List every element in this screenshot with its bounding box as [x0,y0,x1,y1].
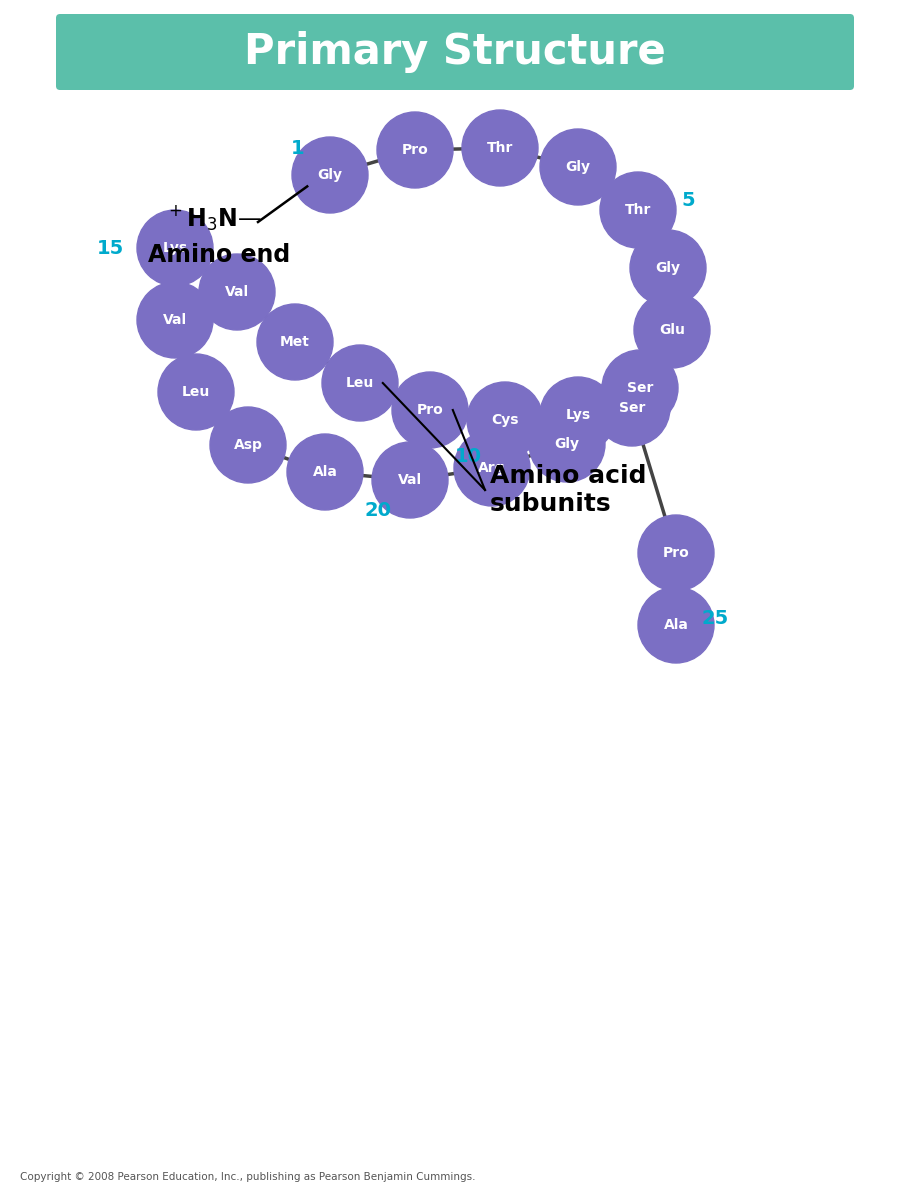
Text: Lys: Lys [162,241,188,254]
Circle shape [158,354,234,430]
Text: Val: Val [225,284,249,299]
Text: Gly: Gly [318,168,343,182]
Text: Amino end: Amino end [148,242,290,266]
Text: 15: 15 [97,239,124,258]
FancyBboxPatch shape [56,14,854,90]
Circle shape [634,292,710,368]
Text: $^+$H$_3$N—: $^+$H$_3$N— [165,203,262,233]
Text: Pro: Pro [663,546,689,560]
Circle shape [137,282,213,358]
Text: Gly: Gly [566,160,591,174]
Circle shape [602,350,678,426]
Text: Pro: Pro [417,403,444,416]
Circle shape [292,137,368,214]
Circle shape [529,406,605,482]
Circle shape [540,128,616,205]
Circle shape [462,110,538,186]
Text: Cys: Cys [492,413,519,427]
Circle shape [540,377,616,452]
Circle shape [137,210,213,286]
Text: 25: 25 [702,608,729,628]
Text: 5: 5 [681,191,695,210]
Text: Asp: Asp [234,438,262,452]
Text: Val: Val [163,313,187,326]
Text: Ala: Ala [664,618,688,632]
Circle shape [638,515,714,590]
Text: Gly: Gly [555,437,579,451]
Text: Lys: Lys [566,408,591,422]
Text: Leu: Leu [182,385,210,398]
Text: Ala: Ala [313,464,337,479]
Text: Glu: Glu [659,323,685,337]
Text: Ser: Ser [619,401,645,415]
Text: Copyright © 2008 Pearson Education, Inc., publishing as Pearson Benjamin Cumming: Copyright © 2008 Pearson Education, Inc.… [20,1172,475,1182]
Circle shape [377,112,453,188]
Text: Amino acid
subunits: Amino acid subunits [490,464,647,516]
Circle shape [594,370,670,446]
Circle shape [600,172,676,248]
Circle shape [287,434,363,510]
Text: Leu: Leu [345,376,374,390]
Text: Val: Val [398,473,422,487]
Text: Arg: Arg [478,461,506,475]
Circle shape [638,587,714,662]
Circle shape [392,372,468,448]
Text: 20: 20 [364,500,391,520]
Text: Ser: Ser [627,382,653,395]
Text: 10: 10 [455,448,482,467]
Circle shape [210,407,286,482]
Text: Pro: Pro [401,143,428,157]
Circle shape [372,442,448,518]
Text: Met: Met [280,335,310,349]
Text: Thr: Thr [625,203,651,217]
Circle shape [199,254,275,330]
Text: 1: 1 [291,138,305,157]
Circle shape [467,382,543,458]
Circle shape [322,346,398,421]
Circle shape [454,430,530,506]
Text: Primary Structure: Primary Structure [244,31,666,73]
Text: Thr: Thr [487,140,513,155]
Circle shape [630,230,706,306]
Circle shape [257,304,333,380]
Text: Gly: Gly [656,260,680,275]
